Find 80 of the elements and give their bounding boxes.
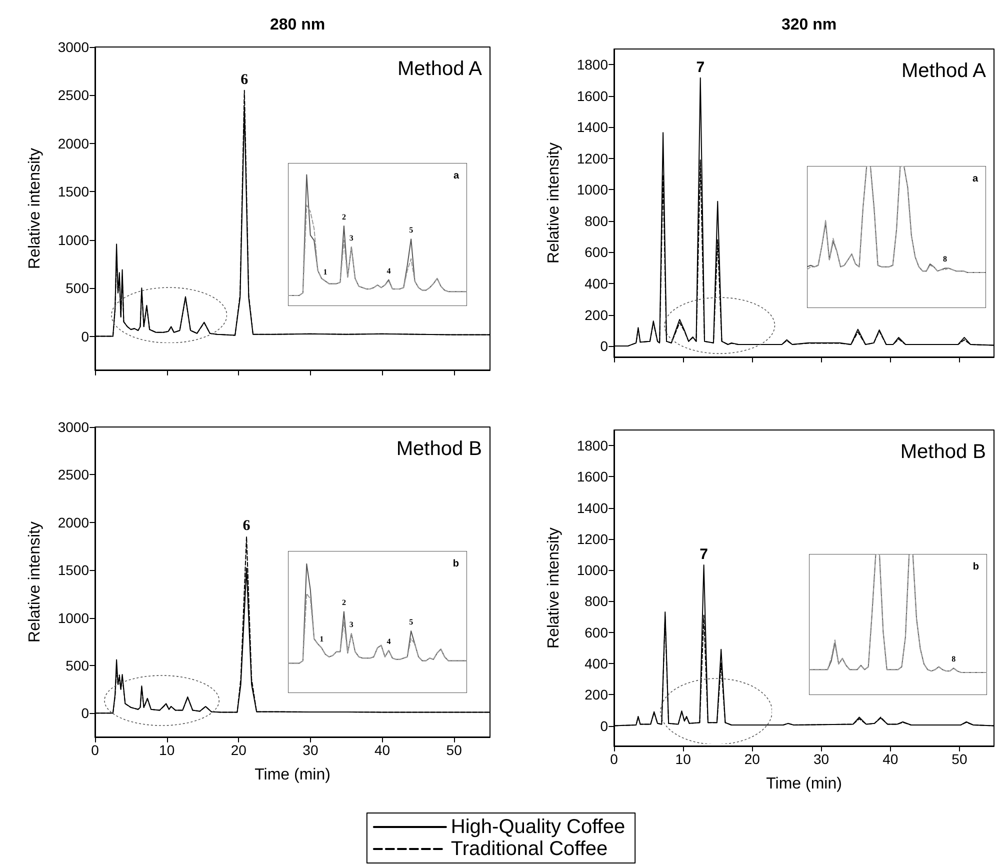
y-tick-label: 0 [81, 705, 90, 722]
annotation: 5 [409, 618, 414, 627]
y-tick-label: 800 [584, 212, 608, 229]
y-tick-label: 1500 [58, 562, 90, 578]
x-axis-title: Time (min) [254, 766, 330, 784]
annotation: 6 [240, 72, 249, 88]
annotation: 7 [700, 546, 708, 563]
y-tick-label: 1800 [576, 56, 608, 73]
annotation: 5 [409, 226, 414, 235]
y-tick-label: 2000 [58, 135, 90, 152]
annotation: b [452, 558, 459, 570]
x-tick-label: 50 [446, 742, 462, 758]
annotation: Method A [397, 58, 483, 80]
y-axis-title: Relative intensity [546, 528, 562, 648]
y-tick-label: 800 [584, 593, 608, 610]
y-tick-label: 2500 [58, 466, 90, 483]
x-tick-label: 0 [91, 742, 100, 758]
x-tick-label: 0 [610, 751, 618, 767]
y-tick-label: 500 [66, 657, 90, 674]
annotation: 1 [323, 268, 328, 277]
y-tick-label: 1200 [576, 150, 608, 166]
y-tick-label: 200 [584, 306, 608, 323]
x-tick-label: 40 [882, 751, 898, 767]
y-axis-title: Relative intensity [26, 148, 44, 269]
y-tick-label: 0 [600, 718, 608, 734]
x-tick-label: 20 [230, 742, 247, 758]
y-tick-label: 1000 [58, 610, 90, 626]
y-tick-label: 0 [81, 328, 90, 344]
y-tick-label: 1400 [576, 119, 608, 136]
x-tick-label: 10 [675, 751, 692, 767]
x-tick-label: 40 [374, 742, 390, 758]
annotation: 8 [942, 254, 947, 264]
x-tick-label: 50 [952, 751, 968, 767]
y-tick-label: 600 [584, 244, 608, 260]
x-tick-label: 30 [302, 742, 318, 758]
annotation: 4 [386, 636, 391, 646]
x-tick-label: 30 [813, 751, 830, 767]
annotation: 2 [342, 598, 346, 608]
y-tick-label: 500 [66, 280, 90, 296]
chart-title: 320 nm [781, 16, 837, 34]
y-tick-label: 1000 [58, 232, 90, 248]
y-tick-label: 1800 [576, 438, 608, 454]
legend-label: Traditional Coffee [450, 838, 608, 860]
annotation: 7 [696, 58, 705, 76]
x-tick-label: 10 [159, 742, 175, 758]
y-tick-label: 1600 [576, 468, 608, 485]
y-tick-label: 2500 [58, 87, 90, 104]
y-tick-label: 1500 [58, 184, 90, 200]
annotation: 8 [952, 654, 956, 664]
y-tick-label: 1600 [576, 88, 608, 104]
annotation: Method A [901, 60, 987, 82]
annotation: 1 [320, 634, 324, 644]
y-axis-title: Relative intensity [546, 142, 562, 264]
annotation: a [453, 170, 460, 182]
y-tick-label: 200 [584, 686, 608, 703]
y-tick-label: 400 [584, 655, 608, 672]
annotation: 2 [342, 212, 346, 222]
annotation: 4 [386, 266, 391, 276]
annotation: a [972, 174, 978, 184]
y-tick-label: 3000 [58, 419, 90, 435]
annotation: 3 [349, 620, 354, 630]
annotation: Method B [900, 441, 986, 463]
x-tick-label: 20 [744, 751, 760, 767]
annotation: 6 [242, 518, 251, 534]
y-tick-label: 1200 [576, 530, 608, 547]
y-tick-label: 1000 [576, 182, 608, 198]
x-axis-title: Time (min) [766, 776, 842, 792]
y-tick-label: 3000 [58, 39, 90, 55]
y-tick-label: 400 [584, 276, 608, 292]
chart-title: 280 nm [270, 16, 326, 34]
y-tick-label: 1000 [576, 562, 608, 578]
annotation: 3 [349, 233, 354, 242]
y-axis-title: Relative intensity [26, 522, 44, 642]
legend-label: High-Quality Coffee [450, 816, 626, 838]
annotation: b [972, 562, 979, 572]
annotation: Method B [396, 438, 482, 460]
y-tick-label: 2000 [58, 514, 90, 530]
y-tick-label: 1400 [576, 500, 608, 516]
y-tick-label: 0 [600, 338, 608, 354]
y-tick-label: 600 [584, 624, 608, 640]
